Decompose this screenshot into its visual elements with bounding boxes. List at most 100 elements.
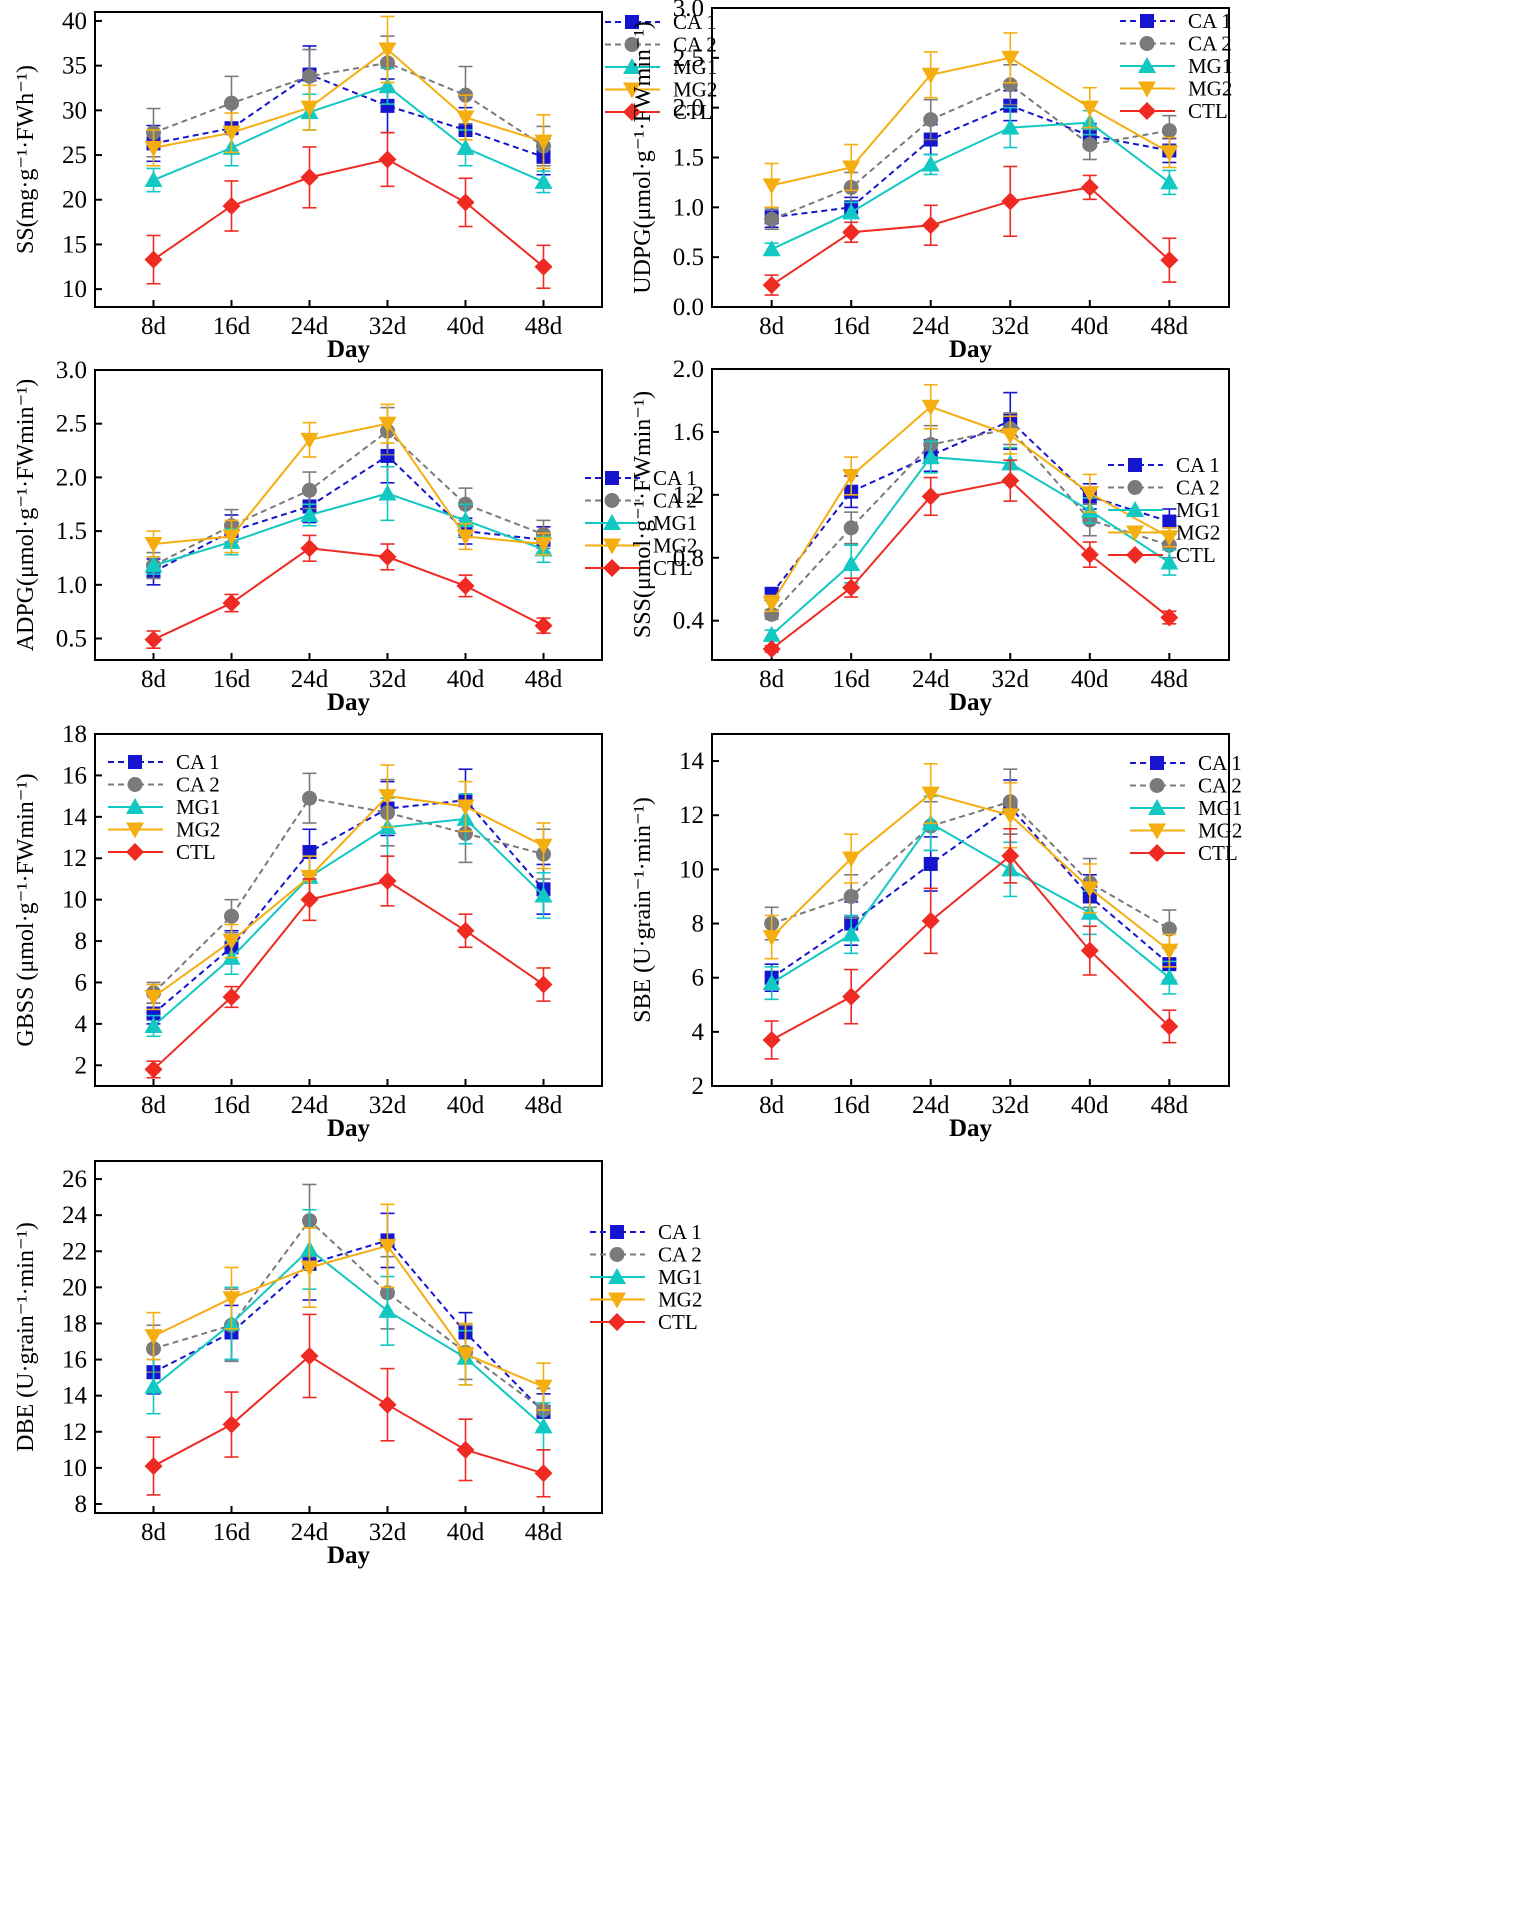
series-line-mg2 [153, 48, 544, 149]
data-point-ctl [762, 276, 781, 295]
y-tick-label: 15 [62, 231, 87, 258]
x-axis-label: Day [949, 336, 993, 363]
data-point-ca2 [302, 482, 317, 498]
data-point-mg2 [534, 537, 553, 553]
data-point-ctl [1160, 608, 1179, 627]
legend-marker-ca2 [624, 37, 640, 52]
data-point-mg2 [1001, 50, 1020, 67]
x-tick-label: 24d [291, 666, 329, 693]
data-point-mg1 [762, 240, 781, 257]
data-point-mg2 [762, 178, 781, 195]
series-ca1 [764, 391, 1177, 602]
data-point-ctl [534, 257, 553, 276]
data-point-mg2 [378, 416, 397, 433]
series-ctl [762, 165, 1179, 296]
data-point-mg2 [300, 869, 319, 886]
data-point-ctl [1080, 941, 1099, 960]
y-tick-label: 2.5 [56, 411, 87, 438]
series-mg1 [144, 67, 553, 194]
legend-label-mg1: MG1 [653, 511, 697, 535]
x-tick-label: 8d [759, 1092, 785, 1119]
series-ctl [144, 534, 553, 649]
chart-panel-4: 0.4 0.8 1.2 1.6 2.0 8d 16d 24d 32d 40d 48d Day SSS(μ… [630, 356, 1230, 716]
data-point-ca1 [923, 856, 938, 871]
x-tick-label: 24d [291, 1092, 329, 1119]
series-mg2 [762, 383, 1179, 613]
x-tick-label: 32d [369, 313, 407, 340]
y-axis-label: SS(mg·g⁻¹·FWh⁻¹) [13, 65, 39, 254]
legend-marker-ca1 [625, 15, 639, 29]
x-tick-label: 8d [141, 666, 167, 693]
data-point-mg1 [144, 1377, 163, 1394]
series-ctl [762, 459, 1179, 658]
legend-marker-mg2 [1138, 81, 1156, 98]
x-axis-label: Day [949, 689, 993, 716]
data-point-ca2 [1082, 137, 1098, 153]
data-point-mg2 [144, 537, 163, 553]
y-tick-label: 1.0 [673, 194, 704, 221]
y-tick-label: 14 [62, 1383, 88, 1410]
y-tick-label: 16 [62, 762, 87, 789]
y-tick-label: 35 [62, 53, 87, 80]
series-line-mg2 [770, 405, 1170, 604]
legend-marker-ctl [608, 1313, 626, 1331]
y-tick-label: 3.0 [673, 0, 704, 22]
series-ca2 [146, 35, 551, 167]
data-point-ctl [1001, 846, 1020, 865]
x-tick-label: 32d [369, 1092, 407, 1119]
data-point-ctl [534, 616, 553, 635]
data-point-mg1 [762, 974, 781, 991]
y-tick-label: 2.5 [673, 45, 704, 72]
series-ca2 [146, 1183, 551, 1433]
series-line-ca1 [770, 419, 1170, 595]
series-line-ctl [152, 158, 545, 268]
plot-frame [711, 368, 1230, 661]
data-point-mg2 [144, 140, 163, 157]
series-line-ca1 [153, 1239, 545, 1413]
legend-label-mg1: MG1 [1176, 498, 1220, 522]
data-point-mg1 [144, 556, 163, 573]
legend-label-ctl: CTL [673, 100, 713, 124]
chart-panel-3: 0.5 1.0 1.5 2.0 2.5 3.0 8d 16d 24d 32d 40d 48d Day AD… [13, 357, 697, 716]
series-mg2 [144, 15, 553, 170]
chart-panel-1: 10 15 20 25 30 35 40 8d 16d 24d 32d 40d 48d Day SS(mg·… [13, 8, 717, 363]
data-point-mg2 [534, 134, 553, 151]
data-point-ca1 [380, 448, 395, 463]
data-point-mg1 [842, 555, 861, 572]
x-tick-label: 40d [1071, 666, 1109, 693]
series-line-ca2 [771, 83, 1170, 221]
legend-label-ctl: CTL [1198, 841, 1238, 865]
data-point-ca2 [302, 790, 317, 806]
series-line-ca1 [771, 104, 1170, 219]
legend-label-ctl: CTL [176, 840, 216, 864]
series-ctl [762, 827, 1179, 1060]
series-line-ctl [771, 479, 1170, 650]
data-point-ca2 [843, 520, 859, 536]
legend-label-mg1: MG1 [1198, 796, 1242, 820]
y-tick-label: 10 [62, 276, 87, 303]
chart-panel-7: 8 10 12 14 16 18 20 22 24 26 8d 16d 24d 32d 40d 48d Day D… [13, 1160, 702, 1569]
data-point-mg1 [1001, 118, 1020, 135]
y-tick-label: 8 [692, 911, 705, 938]
data-point-mg1 [921, 155, 940, 172]
legend-label-mg2: MG2 [673, 78, 717, 102]
x-axis-label: Day [327, 1542, 371, 1569]
chart-panel-6: 2 4 6 8 10 12 14 8d 16d 24d 32d 40d 48d Day SBE (U·gra… [630, 733, 1242, 1142]
x-tick-label: 48d [525, 1519, 563, 1546]
legend-marker-mg1 [603, 514, 621, 530]
legend-label-ca2: CA 2 [1188, 32, 1232, 56]
series-line-ca2 [152, 797, 544, 994]
series-line-ca2 [153, 1219, 545, 1411]
data-point-ctl [921, 911, 940, 930]
data-point-mg2 [1080, 100, 1099, 117]
y-tick-label: 8 [75, 928, 88, 955]
x-tick-label: 32d [369, 1519, 407, 1546]
legend-marker-ca2 [1127, 480, 1143, 495]
data-point-mg1 [378, 1301, 397, 1318]
x-tick-label: 48d [1151, 1092, 1189, 1119]
y-tick-label: 12 [62, 845, 87, 872]
y-tick-label: 3.0 [56, 357, 87, 384]
